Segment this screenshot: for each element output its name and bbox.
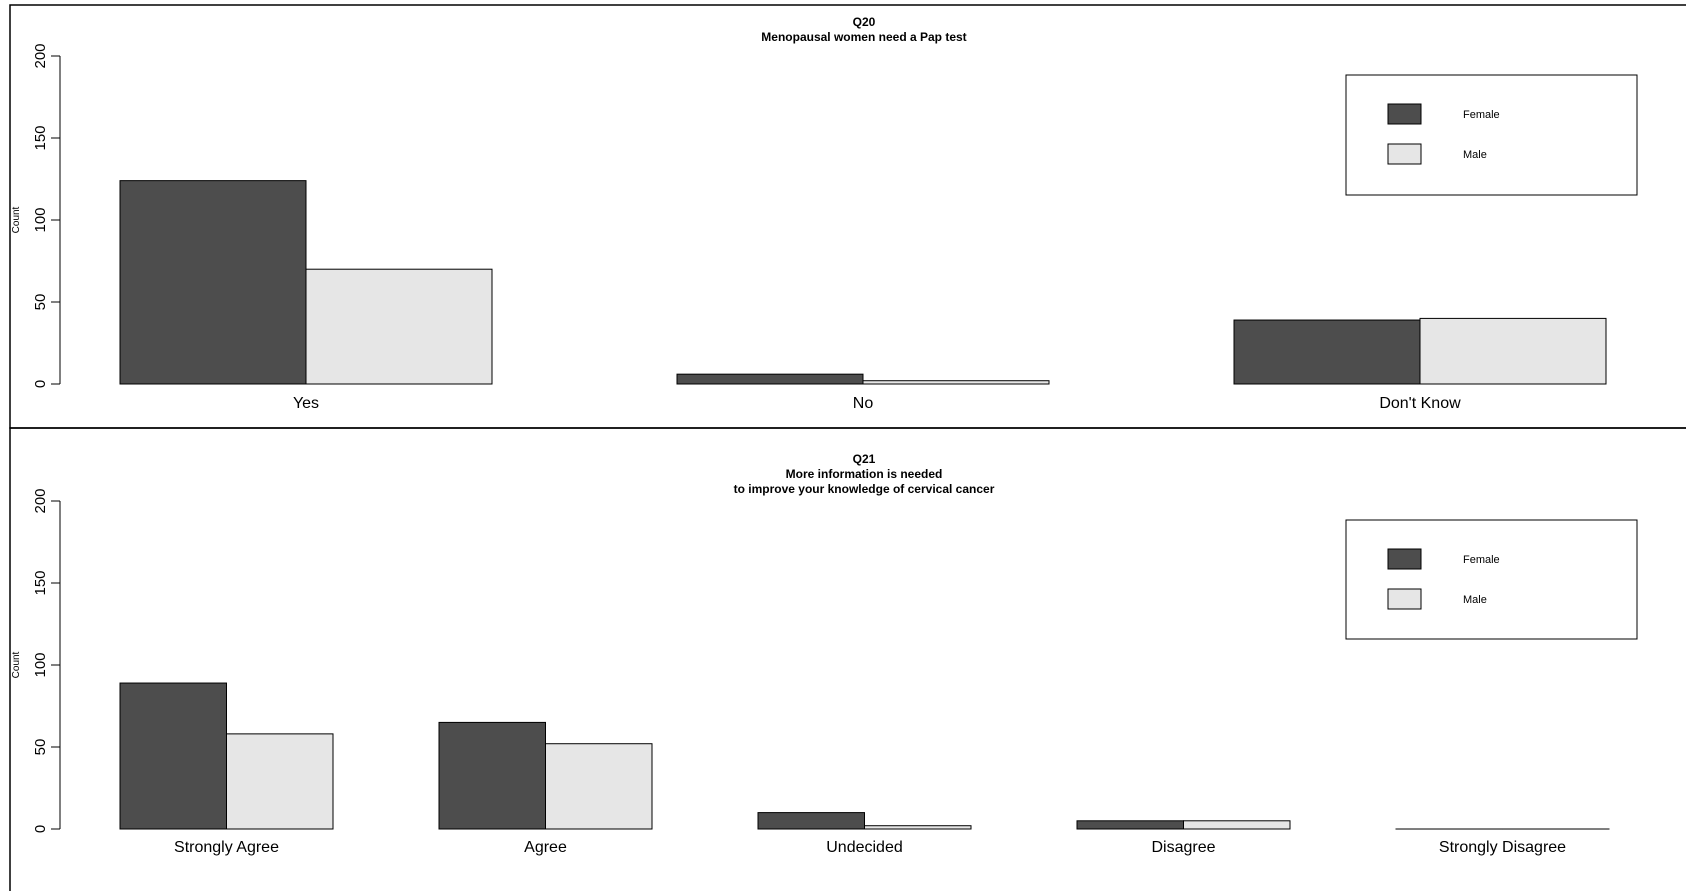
y-tick-label: 200 bbox=[32, 488, 49, 513]
bar-male bbox=[1183, 820, 1291, 830]
category-label: Undecided bbox=[826, 839, 903, 856]
y-tick-label: 0 bbox=[32, 380, 49, 388]
legend: Female Male bbox=[1345, 519, 1638, 640]
bar-female bbox=[757, 812, 865, 830]
legend-label: Female bbox=[1463, 109, 1500, 121]
y-tick-label: 100 bbox=[32, 207, 49, 232]
bar-male bbox=[305, 268, 493, 385]
legend-swatch-female bbox=[1387, 548, 1422, 570]
y-tick-label: 200 bbox=[32, 43, 49, 68]
bar-female bbox=[438, 721, 546, 830]
y-axis-label: Count bbox=[11, 651, 22, 678]
legend-label: Male bbox=[1463, 594, 1487, 606]
category-label: No bbox=[853, 395, 874, 412]
bar-female bbox=[1076, 820, 1184, 830]
bar-female bbox=[119, 682, 227, 830]
legend-label: Male bbox=[1463, 149, 1487, 161]
y-axis-label: Count bbox=[11, 206, 22, 233]
bar-male bbox=[226, 733, 334, 830]
y-tick-label: 150 bbox=[32, 125, 49, 150]
bar-female bbox=[1233, 319, 1421, 385]
legend-swatch-male bbox=[1387, 588, 1422, 610]
legend-box bbox=[1345, 74, 1638, 196]
y-tick-label: 100 bbox=[32, 652, 49, 677]
chart-title: Q21 bbox=[853, 452, 876, 466]
chart-subtitle-line: to improve your knowledge of cervical ca… bbox=[734, 482, 995, 496]
bar-male bbox=[864, 825, 972, 830]
category-label: Strongly Agree bbox=[174, 839, 279, 856]
y-tick-label: 50 bbox=[32, 294, 49, 311]
bar-female bbox=[119, 180, 307, 385]
legend-label: Female bbox=[1463, 554, 1500, 566]
legend-swatch-female bbox=[1387, 103, 1422, 125]
category-label: Yes bbox=[293, 395, 319, 412]
chart-subtitle-line: Menopausal women need a Pap test bbox=[761, 30, 966, 44]
chart-title: Q20 bbox=[853, 15, 876, 29]
category-label: Strongly Disagree bbox=[1439, 839, 1566, 856]
bar-male bbox=[1419, 317, 1607, 385]
y-tick-label: 150 bbox=[32, 570, 49, 595]
category-label: Don't Know bbox=[1379, 395, 1461, 412]
legend: Female Male bbox=[1345, 74, 1638, 196]
panel-frame bbox=[9, 427, 1686, 891]
y-tick-label: 50 bbox=[32, 739, 49, 756]
chart-subtitle-line: More information is needed bbox=[786, 467, 943, 481]
y-tick-label: 0 bbox=[32, 825, 49, 833]
category-label: Agree bbox=[524, 839, 567, 856]
category-label: Disagree bbox=[1151, 839, 1215, 856]
legend-swatch-male bbox=[1387, 143, 1422, 165]
bar-female bbox=[676, 373, 864, 385]
legend-box bbox=[1345, 519, 1638, 640]
bar-male bbox=[862, 380, 1050, 385]
bar-male bbox=[545, 743, 653, 830]
